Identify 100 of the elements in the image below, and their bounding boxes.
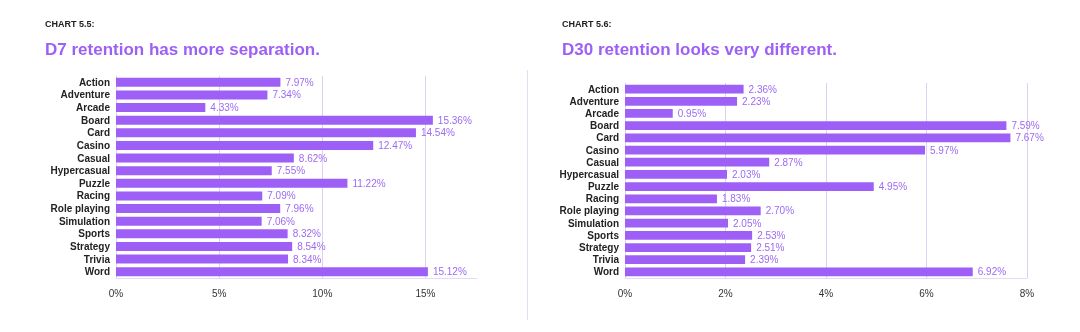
bar [116, 204, 281, 214]
y-tick-label: Arcade [585, 107, 620, 119]
y-tick-label: Word [593, 266, 619, 278]
y-tick-label: Hypercasual [50, 165, 111, 177]
bar [116, 241, 293, 251]
y-tick-label: Hypercasual [559, 168, 620, 180]
x-tick-label: 8% [1019, 287, 1035, 299]
y-tick-label: Adventure [60, 89, 111, 101]
y-tick-label: Racing [76, 190, 110, 202]
bar [116, 178, 348, 188]
y-tick-label: Trivia [592, 254, 620, 266]
y-tick-label: Racing [585, 193, 619, 205]
data-label: 0.95% [677, 107, 707, 119]
y-tick-label: Puzzle [78, 177, 111, 189]
y-tick-label: Card [87, 127, 110, 139]
data-label: 2.03% [732, 168, 761, 180]
bar [116, 115, 433, 125]
y-tick-label: Casino [585, 144, 619, 156]
bar [625, 170, 728, 179]
x-tick-label: 15% [415, 287, 436, 299]
bar [625, 157, 770, 167]
data-label: 7.09% [267, 190, 296, 202]
bar [625, 230, 753, 240]
x-tick-label: 5% [211, 287, 227, 299]
y-tick-label: Puzzle [587, 181, 620, 193]
bar [116, 153, 294, 163]
x-tick-label: 0% [617, 287, 633, 299]
x-tick-label: 0% [108, 287, 124, 299]
bar [625, 109, 673, 118]
data-label: 8.34% [293, 253, 322, 265]
data-label: 14.54% [420, 127, 455, 139]
data-label: 2.36% [748, 83, 778, 95]
x-tick-label: 2% [718, 287, 733, 299]
y-tick-label: Sports [78, 228, 111, 240]
y-tick-label: Simulation [58, 215, 110, 227]
bar [116, 216, 262, 226]
data-label: 12.47% [378, 139, 413, 151]
bar [625, 145, 925, 155]
bar [116, 254, 289, 264]
data-label: 2.70% [765, 205, 795, 217]
y-tick-label: Role playing [50, 203, 110, 215]
y-tick-label: Role playing [559, 205, 619, 217]
y-tick-label: Sports [587, 229, 620, 241]
chart-subtitle: CHART 5.6: [562, 18, 612, 29]
data-label: 8.32% [292, 228, 322, 240]
y-tick-label: Casino [76, 139, 110, 151]
y-tick-label: Board [81, 114, 110, 126]
y-tick-label: Strategy [69, 240, 111, 252]
data-label: 7.97% [285, 76, 314, 88]
bar [116, 77, 281, 87]
bar [625, 96, 738, 106]
bar [116, 229, 288, 239]
x-tick-label: 6% [919, 287, 934, 299]
chart-subtitle: CHART 5.5: [45, 18, 95, 29]
bar [625, 243, 752, 252]
bar [116, 191, 263, 201]
x-tick-label: 4% [818, 287, 834, 299]
data-label: 6.92% [977, 266, 1007, 278]
data-label: 7.96% [285, 203, 314, 215]
bar [625, 182, 874, 191]
data-label: 1.83% [721, 193, 751, 205]
data-label: 7.06% [266, 215, 296, 227]
bar [625, 267, 973, 277]
data-label: 4.95% [878, 181, 908, 193]
y-tick-label: Action [78, 76, 110, 88]
y-tick-label: Simulation [567, 217, 619, 229]
bar [116, 90, 268, 100]
y-tick-label: Adventure [569, 95, 620, 107]
chart-title: D7 retention has more separation. [45, 40, 320, 59]
data-label: 4.33% [210, 102, 239, 114]
y-tick-label: Trivia [83, 253, 111, 265]
bar [625, 206, 761, 216]
data-label: 8.62% [298, 152, 328, 164]
bar [116, 128, 416, 138]
data-label: 15.36% [437, 114, 472, 126]
y-tick-label: Arcade [76, 102, 111, 114]
data-label: 2.23% [742, 95, 771, 107]
bar [116, 103, 206, 113]
data-label: 2.87% [774, 156, 803, 168]
y-tick-label: Casual [586, 156, 620, 168]
bar [625, 84, 744, 94]
x-tick-label: 10% [312, 287, 333, 299]
bar [625, 218, 729, 228]
data-label: 15.12% [432, 266, 467, 278]
y-tick-label: Action [587, 83, 619, 95]
bar [625, 255, 746, 265]
data-label: 11.22% [352, 177, 386, 189]
data-label: 7.67% [1015, 132, 1044, 144]
bar [116, 267, 428, 277]
chart-title: D30 retention looks very different. [562, 40, 837, 59]
data-label: 5.97% [929, 144, 959, 156]
bar [116, 166, 272, 176]
bar [625, 194, 717, 204]
data-label: 7.55% [276, 165, 306, 177]
bar [625, 133, 1011, 143]
y-tick-label: Casual [77, 152, 111, 164]
data-label: 7.59% [1011, 120, 1040, 132]
data-label: 2.53% [757, 229, 786, 241]
data-label: 2.05% [733, 217, 762, 229]
bar [116, 140, 374, 150]
